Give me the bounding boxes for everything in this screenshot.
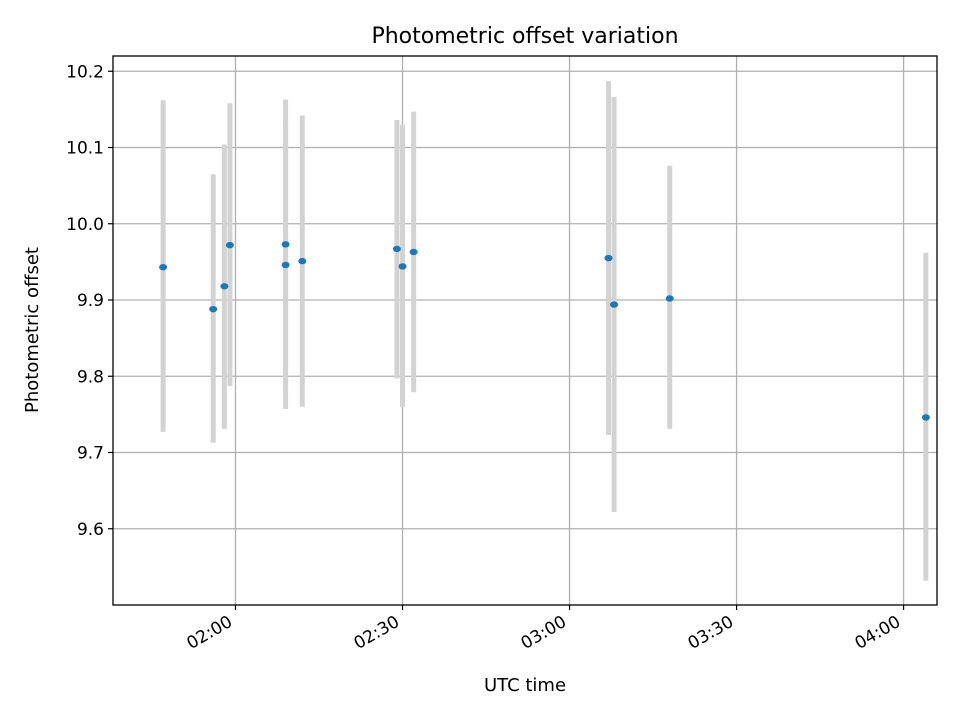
y-axis-label: Photometric offset: [22, 247, 43, 413]
y-tick-label: 10.1: [66, 139, 104, 159]
y-tick-label: 9.8: [77, 367, 104, 387]
grid-layer: [113, 56, 937, 605]
data-point: [921, 414, 930, 421]
x-axis-label: UTC time: [484, 675, 566, 696]
y-tick-label: 9.6: [77, 520, 104, 540]
data-point: [409, 248, 418, 256]
y-tick-label: 9.7: [77, 444, 104, 464]
y-tick-label: 10.2: [66, 62, 104, 82]
data-point: [220, 283, 229, 290]
data-point: [298, 257, 307, 265]
data-point: [281, 241, 290, 248]
data-point: [281, 261, 290, 269]
data-point: [665, 295, 674, 302]
plot-frame: [112, 55, 938, 606]
data-layer: [159, 81, 930, 581]
data-point: [209, 305, 218, 313]
data-point: [159, 264, 168, 271]
data-point: [604, 254, 613, 262]
data-point: [610, 301, 619, 308]
y-tick-label: 9.9: [77, 291, 104, 311]
y-tick-label: 10.0: [66, 215, 104, 235]
data-point: [398, 263, 407, 270]
data-point: [392, 245, 401, 253]
data-point: [225, 241, 234, 249]
chart-title: Photometric offset variation: [371, 24, 678, 49]
